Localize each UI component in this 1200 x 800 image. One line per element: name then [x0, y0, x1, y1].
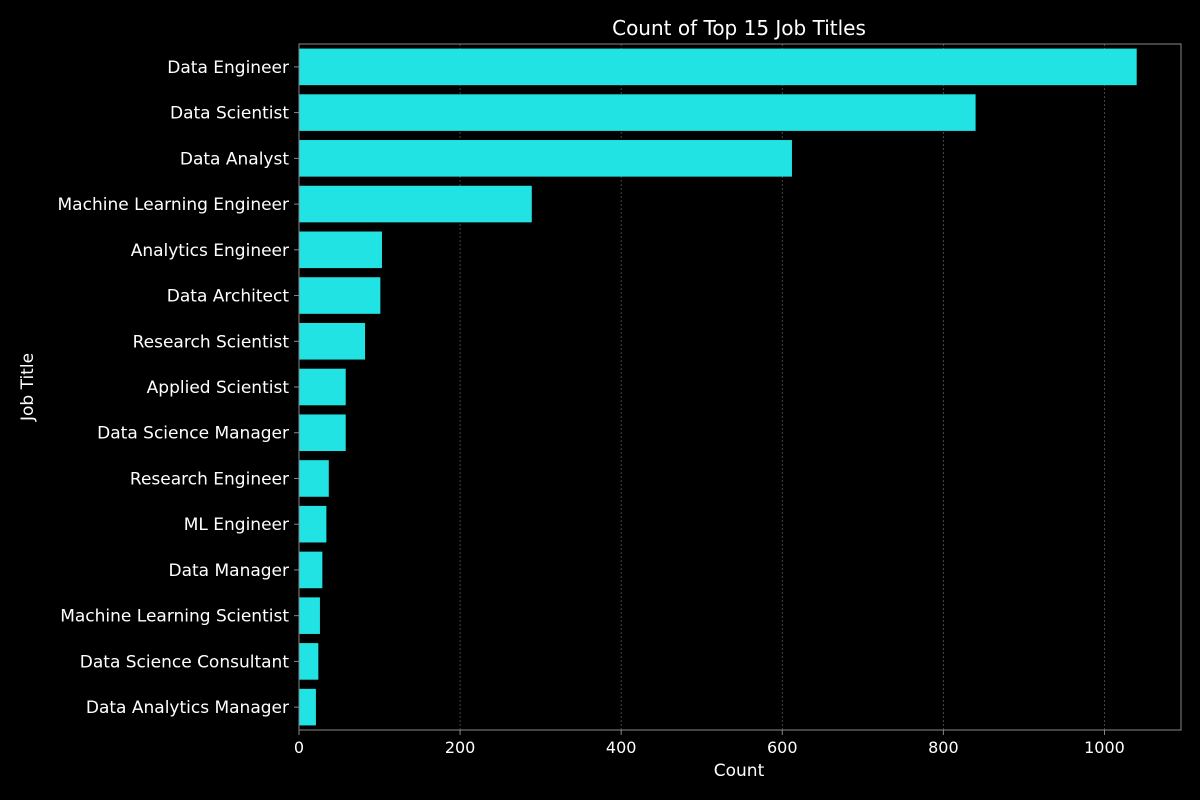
y-tick-label: Analytics Engineer: [131, 241, 289, 261]
y-tick-label: Machine Learning Engineer: [58, 195, 289, 215]
bar: [299, 368, 346, 406]
bar: [299, 597, 320, 634]
y-tick-label: Data Manager: [168, 561, 289, 581]
bar: [299, 231, 382, 269]
x-tick-label: 800: [928, 738, 959, 757]
x-tick-label: 1000: [1084, 738, 1125, 757]
y-tick-label: Data Engineer: [167, 58, 289, 78]
y-tick-label: Research Engineer: [130, 469, 289, 489]
bar: [299, 140, 792, 177]
y-tick-label: Data Analytics Manager: [86, 698, 289, 718]
bar: [299, 414, 346, 452]
y-tick-label: ML Engineer: [184, 515, 289, 535]
x-axis-label: Count: [714, 761, 765, 781]
bar: [299, 185, 532, 223]
bar: [299, 94, 976, 131]
y-axis-ticks: Data Engineer Data Scientist Data Analyst M…: [58, 58, 299, 718]
y-tick-label: Data Analyst: [180, 149, 289, 169]
bar: [299, 322, 366, 360]
y-tick-label: Data Scientist: [170, 104, 289, 124]
y-axis-label: Job Title: [18, 353, 38, 422]
x-tick-label: 200: [445, 738, 476, 757]
bar: [299, 643, 319, 680]
bar: [299, 277, 381, 314]
y-tick-label: Applied Scientist: [147, 378, 290, 398]
chart-title: Count of Top 15 Job Titles: [612, 16, 866, 40]
y-tick-label: Data Science Consultant: [80, 652, 290, 672]
bar: [299, 505, 327, 543]
bar: [299, 48, 1137, 86]
y-tick-label: Research Scientist: [133, 332, 290, 352]
bar: [299, 688, 316, 726]
x-axis-ticks: 0 200 400 600 800 1000: [294, 730, 1125, 757]
bar: [299, 460, 329, 497]
x-tick-label: 600: [767, 738, 798, 757]
x-tick-label: 0: [294, 738, 304, 757]
y-tick-label: Machine Learning Scientist: [60, 607, 289, 627]
x-tick-label: 400: [606, 738, 637, 757]
bars: [299, 48, 1137, 726]
bar: [299, 551, 323, 589]
y-tick-label: Data Architect: [167, 287, 290, 307]
y-tick-label: Data Science Manager: [97, 424, 289, 444]
